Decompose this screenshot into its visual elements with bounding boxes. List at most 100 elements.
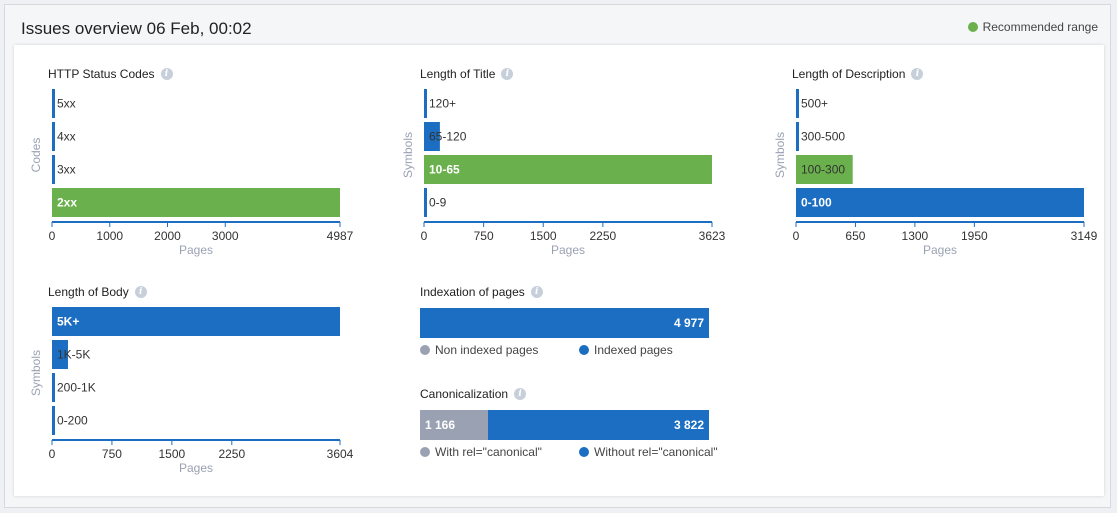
info-icon[interactable]: i — [514, 388, 527, 400]
category-label: 4xx — [57, 130, 76, 144]
category-label: 5K+ — [57, 315, 79, 329]
bar-0-9[interactable] — [424, 188, 427, 217]
description-length-title: Length of Description i — [792, 67, 924, 81]
bar-3xx[interactable] — [52, 155, 55, 184]
blue-dot-icon — [579, 345, 589, 355]
bar-120+[interactable] — [424, 89, 427, 118]
bar-2xx[interactable] — [52, 188, 340, 217]
gray-dot-icon — [420, 345, 430, 355]
bar-5K+[interactable] — [52, 307, 340, 336]
recommended-range-legend: Recommended range — [967, 20, 1098, 34]
bar-5xx[interactable] — [52, 89, 55, 118]
x-tick-label: 750 — [474, 229, 494, 243]
x-axis-label: Pages — [179, 461, 213, 475]
http-status-chart: Codes 5xx 4xx 3xx 2xx 0 1000 2000 3000 4987 Pages — [29, 89, 354, 257]
x-tick-label: 2250 — [590, 229, 617, 243]
title-length-title: Length of Title i — [420, 67, 514, 81]
y-axis-label: Symbols — [29, 350, 43, 396]
bar-200-1K[interactable] — [52, 373, 55, 402]
y-axis-label: Symbols — [401, 132, 415, 178]
with-canonical-value: 1 166 — [425, 418, 456, 432]
recommended-range-label: Recommended range — [982, 20, 1098, 34]
info-icon[interactable]: i — [530, 286, 543, 298]
title-length-title-text: Length of Title — [420, 67, 496, 81]
canonicalization-title: Canonicalization i — [420, 387, 527, 401]
bar-1K-5K[interactable] — [52, 340, 68, 369]
category-label: 200-1K — [57, 381, 96, 395]
y-axis-label: Codes — [29, 138, 43, 173]
http-status-title: HTTP Status Codes i — [48, 67, 173, 81]
with-canonical-legend: With rel="canonical" — [420, 445, 542, 459]
indexed-legend: Indexed pages — [579, 343, 673, 357]
x-axis-label: Pages — [179, 243, 213, 257]
category-label: 100-300 — [801, 163, 845, 177]
indexation-title-text: Indexation of pages — [420, 285, 525, 299]
x-tick-label: 0 — [49, 229, 56, 243]
x-tick-label: 1950 — [961, 229, 988, 243]
x-axis-label: Pages — [551, 243, 585, 257]
category-label: 3xx — [57, 163, 76, 177]
bar-4xx[interactable] — [52, 122, 55, 151]
x-tick-label: 3149 — [1071, 229, 1098, 243]
blue-dot-icon — [579, 447, 589, 457]
category-label: 2xx — [57, 196, 77, 210]
x-tick-label: 3604 — [327, 447, 354, 461]
without-canonical-legend-label: Without rel="canonical" — [594, 445, 718, 459]
indexation-bar: 4 4 977 — [420, 308, 709, 338]
bar-10-65[interactable] — [424, 155, 712, 184]
charts-card: HTTP Status Codes i Codes 5xx 4xx 3xx 2xx 0 10… — [14, 45, 1104, 496]
x-tick-label: 0 — [421, 229, 428, 243]
info-icon[interactable]: i — [911, 68, 924, 80]
description-length-title-text: Length of Description — [792, 67, 906, 81]
x-axis-label: Pages — [923, 243, 957, 257]
non-indexed-legend-label: Non indexed pages — [435, 343, 539, 357]
green-dot-icon — [967, 22, 978, 32]
bar-65-120[interactable] — [424, 122, 440, 151]
category-label: 500+ — [801, 97, 828, 111]
bar-0-100[interactable] — [796, 188, 1084, 217]
info-icon[interactable]: i — [501, 68, 514, 80]
indexed-legend-label: Indexed pages — [594, 343, 673, 357]
info-icon[interactable]: i — [160, 68, 173, 80]
with-canonical-segment[interactable]: 1 166 — [420, 410, 488, 440]
indexed-value: 4 977 — [673, 316, 704, 330]
canonicalization-bar: 1 166 3 822 — [420, 410, 709, 440]
bar-100-300[interactable] — [796, 155, 853, 184]
without-canonical-value: 3 822 — [673, 418, 704, 432]
x-tick-label: 750 — [102, 447, 122, 461]
x-tick-label: 3623 — [699, 229, 726, 243]
x-tick-label: 1500 — [159, 447, 186, 461]
y-axis-label: Symbols — [773, 132, 787, 178]
body-length-title-text: Length of Body — [48, 285, 129, 299]
category-label: 0-9 — [429, 196, 447, 210]
without-canonical-segment[interactable]: 3 822 — [488, 410, 709, 440]
indexed-segment[interactable]: 4 977 — [420, 308, 709, 338]
widget-title: Issues overview 06 Feb, 00:02 — [21, 19, 252, 38]
category-label: 0-200 — [57, 414, 88, 428]
body-length-chart: Symbols 5K+ 1K-5K 200-1K 0-200 0 750 1500 2250 36… — [29, 307, 354, 475]
x-tick-label: 1300 — [902, 229, 929, 243]
canonicalization-title-text: Canonicalization — [420, 387, 509, 401]
category-label: 300-500 — [801, 130, 845, 144]
x-tick-label: 2250 — [218, 447, 245, 461]
indexation-title: Indexation of pages i — [420, 285, 543, 299]
info-icon[interactable]: i — [134, 286, 147, 298]
bar-500+[interactable] — [796, 89, 799, 118]
with-canonical-legend-label: With rel="canonical" — [435, 445, 542, 459]
http-status-title-text: HTTP Status Codes — [48, 67, 155, 81]
gray-dot-icon — [420, 447, 430, 457]
x-tick-label: 2000 — [154, 229, 181, 243]
without-canonical-legend: Without rel="canonical" — [579, 445, 718, 459]
category-label: 5xx — [57, 97, 76, 111]
x-tick-label: 0 — [49, 447, 56, 461]
bar-300-500[interactable] — [796, 122, 799, 151]
category-label: 65-120 — [429, 130, 467, 144]
x-tick-label: 4987 — [327, 229, 354, 243]
x-tick-label: 3000 — [212, 229, 239, 243]
category-label: 120+ — [429, 97, 456, 111]
category-label: 1K-5K — [57, 348, 90, 362]
non-indexed-legend: Non indexed pages — [420, 343, 538, 357]
bar-0-200[interactable] — [52, 406, 55, 435]
category-label: 0-100 — [801, 196, 832, 210]
x-tick-label: 1500 — [530, 229, 557, 243]
